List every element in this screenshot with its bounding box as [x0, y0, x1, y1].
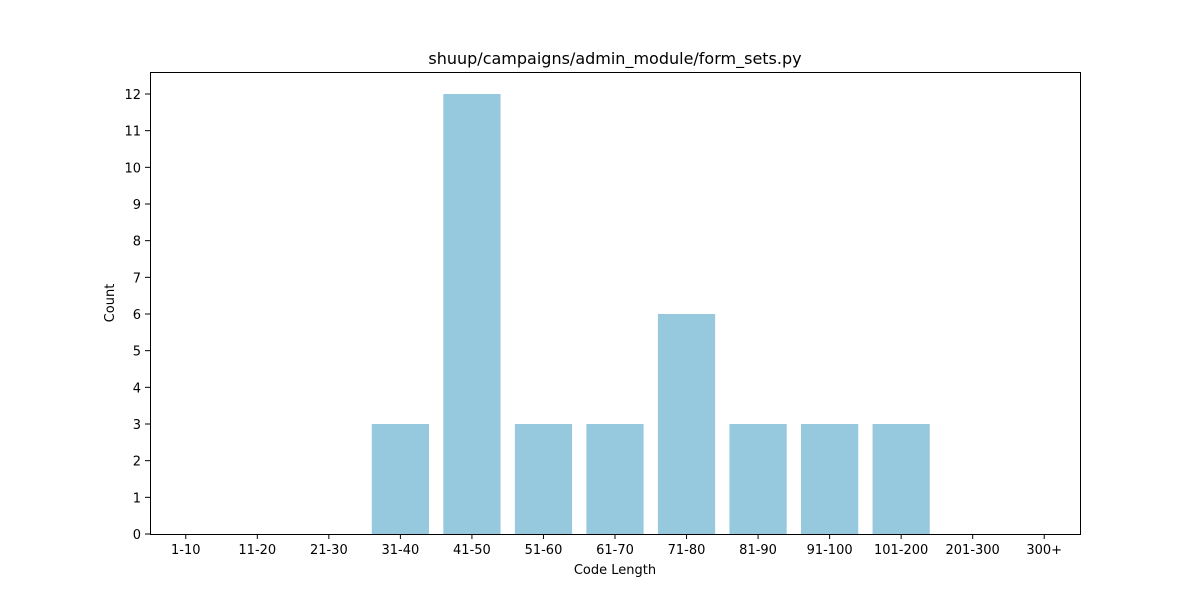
bar-31-40 — [372, 424, 429, 534]
y-tick-label: 12 — [124, 88, 141, 103]
y-tick-label: 4 — [133, 381, 141, 396]
bar-61-70 — [586, 424, 643, 534]
bar-91-100 — [801, 424, 858, 534]
y-tick-label: 8 — [133, 235, 141, 250]
bar-51-60 — [515, 424, 572, 534]
y-axis-label: Count — [103, 284, 118, 323]
x-tick-label: 41-50 — [453, 543, 491, 558]
y-tick-label: 0 — [133, 528, 141, 543]
y-tick-label: 9 — [133, 198, 141, 213]
x-tick-label: 31-40 — [381, 543, 419, 558]
x-tick-label: 71-80 — [668, 543, 706, 558]
x-tick-label: 81-90 — [739, 543, 777, 558]
y-tick-label: 11 — [124, 125, 141, 140]
x-tick-label: 101-200 — [874, 543, 928, 558]
bar-101-200 — [873, 424, 930, 534]
y-tick-label: 1 — [133, 491, 141, 506]
x-tick-label: 21-30 — [310, 543, 348, 558]
bar-71-80 — [658, 314, 715, 534]
y-tick-label: 3 — [133, 418, 141, 433]
bar-81-90 — [729, 424, 786, 534]
bar-41-50 — [443, 94, 500, 534]
y-tick-label: 6 — [133, 308, 141, 323]
x-axis-ticks: 1-10 11-20 21-30 31-40 41-50 51-60 61-70 71-80 8… — [171, 534, 1062, 558]
y-tick-label: 10 — [124, 161, 141, 176]
y-tick-label: 5 — [133, 345, 141, 360]
x-tick-label: 61-70 — [596, 543, 634, 558]
x-tick-label: 1-10 — [171, 543, 201, 558]
bars-group — [372, 94, 930, 534]
x-axis-label: Code Length — [574, 563, 656, 578]
x-tick-label: 91-100 — [807, 543, 853, 558]
x-tick-label: 11-20 — [238, 543, 276, 558]
x-tick-label: 300+ — [1026, 543, 1062, 558]
y-tick-label: 2 — [133, 455, 141, 470]
x-tick-label: 201-300 — [946, 543, 1000, 558]
y-tick-label: 7 — [133, 271, 141, 286]
chart-title: shuup/campaigns/admin_module/form_sets.p… — [428, 49, 801, 69]
x-tick-label: 51-60 — [525, 543, 563, 558]
